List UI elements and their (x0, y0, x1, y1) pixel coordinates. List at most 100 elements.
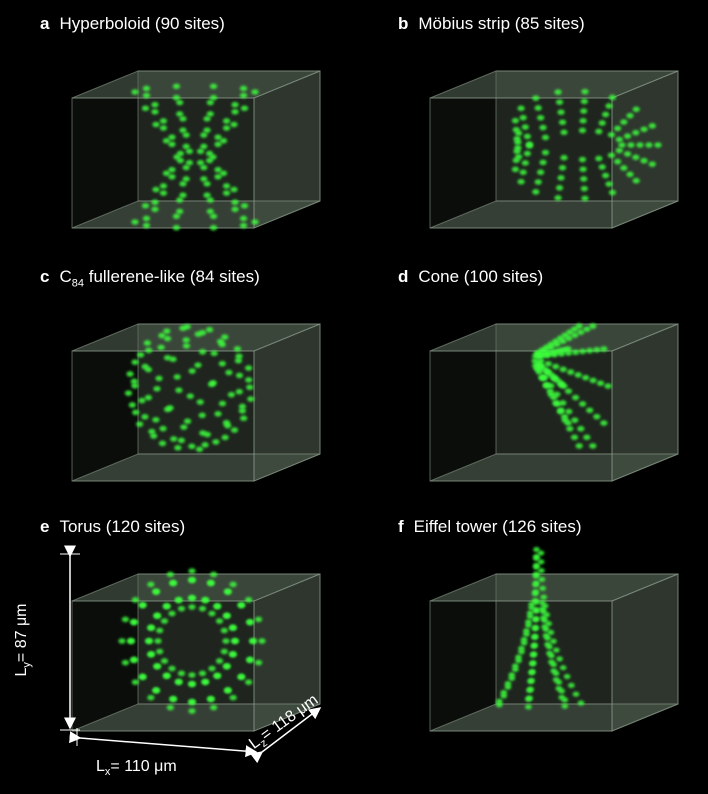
panel-cone: d Cone (100 sites) (388, 253, 708, 508)
trap-site (196, 159, 205, 166)
trap-site (183, 418, 192, 425)
trap-site (207, 580, 215, 586)
trap-site (566, 425, 574, 432)
trap-site (188, 595, 196, 601)
trap-site (188, 604, 196, 610)
trap-site (632, 177, 640, 184)
panel-fullerene: c C84 fullerene-like (84 sites) (30, 253, 360, 508)
trap-site (136, 421, 144, 427)
trap-site (554, 89, 562, 95)
trap-site (137, 351, 145, 358)
trap-site (198, 412, 206, 419)
trap-site (245, 377, 253, 383)
box-side-face (253, 70, 321, 229)
trap-site (517, 105, 525, 112)
trap-site (215, 618, 224, 624)
trap-site (176, 99, 184, 106)
trap-site (589, 377, 597, 384)
panel-label: a Hyperboloid (90 sites) (40, 14, 225, 34)
trap-site (537, 550, 545, 556)
trap-site (254, 659, 263, 666)
trap-site (626, 171, 634, 178)
trap-site (151, 108, 159, 115)
box-front-face (429, 350, 613, 482)
trap-site (578, 156, 587, 163)
trap-site (620, 119, 628, 125)
trap-site (541, 149, 550, 156)
trap-site (530, 643, 538, 649)
trap-site (607, 131, 616, 138)
trap-site (150, 433, 158, 439)
trap-site (244, 679, 253, 685)
ly-label: Ly= 87 μm (12, 603, 34, 677)
trap-site (581, 195, 589, 202)
trap-site (229, 581, 237, 588)
panel-label: d Cone (100 sites) (398, 267, 543, 287)
trap-site (529, 652, 537, 658)
trap-site (179, 180, 187, 187)
trap-site (163, 603, 171, 610)
panel-letter: f (398, 517, 404, 536)
trap-site (222, 118, 231, 124)
trap-site (235, 353, 243, 360)
trap-site (237, 602, 245, 608)
trap-site (208, 665, 216, 672)
trap-site (556, 656, 563, 662)
trap-site (539, 124, 547, 131)
trap-site (139, 674, 147, 680)
trap-site (539, 375, 547, 382)
trap-site (172, 213, 181, 220)
trap-site (156, 627, 164, 634)
trap-site (515, 154, 523, 160)
trap-site (559, 366, 567, 373)
trap-site (615, 147, 623, 154)
trap-site (223, 663, 231, 670)
trap-site (511, 166, 520, 173)
trap-site (141, 202, 150, 209)
panel-eiffel: f Eiffel tower (126 sites) (388, 503, 708, 758)
trap-site (132, 409, 140, 416)
trap-site (147, 624, 155, 631)
trap-site (160, 658, 169, 664)
trap-site (221, 334, 229, 340)
panel-letter: d (398, 267, 409, 286)
trap-site (539, 600, 546, 606)
trap-site (147, 694, 155, 701)
trap-site (251, 219, 259, 225)
trap-site (239, 85, 248, 92)
trap-site (131, 679, 140, 685)
trap-site (182, 164, 190, 171)
box-side-face (611, 323, 679, 482)
trap-site (121, 659, 130, 666)
trap-site (142, 92, 151, 99)
trap-site (159, 125, 168, 131)
trap-site (199, 430, 207, 436)
trap-site (532, 564, 540, 570)
trap-site (579, 117, 587, 124)
trap-site (195, 446, 204, 453)
trap-site (541, 134, 550, 141)
trap-site (577, 329, 585, 335)
trap-site (572, 691, 580, 697)
trap-site (201, 597, 209, 603)
trap-site (600, 346, 608, 352)
trap-site (555, 99, 564, 105)
trap-site (151, 206, 159, 213)
trap-site (225, 369, 233, 376)
panel-letter: b (398, 14, 409, 33)
trap-site (174, 444, 182, 451)
trap-site (208, 610, 216, 617)
trap-site (525, 704, 532, 710)
trap-site (188, 681, 196, 687)
trap-site (170, 436, 178, 442)
trap-site (166, 571, 175, 578)
trap-site (618, 142, 626, 148)
trap-site (231, 206, 239, 213)
trap-site (158, 440, 167, 447)
trap-site (601, 172, 610, 179)
trap-site (552, 670, 560, 677)
lx-label: Lx= 110 μm (96, 758, 177, 779)
trap-site (538, 576, 546, 583)
trap-site (222, 125, 231, 131)
trap-site (159, 425, 167, 432)
